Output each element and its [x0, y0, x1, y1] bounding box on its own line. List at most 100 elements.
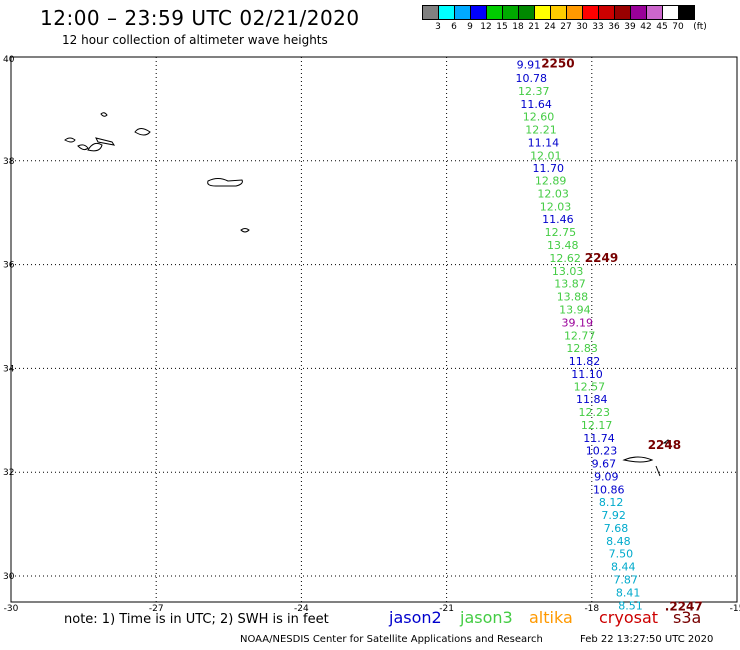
wave-height-value: 9.67: [592, 458, 617, 471]
scale-unit-label: (ft): [693, 22, 707, 32]
y-tick-label: 36: [3, 261, 15, 271]
x-tick-label: -27: [149, 604, 164, 614]
y-tick-label: 32: [3, 468, 14, 478]
wave-height-value: 8.12: [599, 496, 624, 509]
scale-tick-label: 70: [672, 22, 684, 32]
wave-height-value: 13.94: [559, 303, 591, 316]
wave-height-value: 8.51: [618, 599, 643, 612]
wave-height-value: 39.19: [562, 316, 594, 329]
y-tick-label: 38: [3, 157, 15, 167]
x-tick-label: -18: [584, 604, 599, 614]
map-frame: [10, 56, 738, 603]
wave-height-value: 12.57: [574, 381, 606, 394]
wave-height-value: 10.78: [516, 72, 548, 85]
wave-height-value: 9.91: [517, 58, 542, 71]
legend-altika: altika: [529, 608, 573, 627]
scale-tick-label: 12: [480, 22, 492, 32]
island-madeira-outline: [622, 456, 654, 463]
wave-height-value: 10.86: [593, 484, 625, 497]
wave-height-value: 12.17: [581, 419, 613, 432]
axis-tick-labels: -30 -27 -24 -21 -18 -15 40 38 36 34 32 30: [3, 55, 740, 614]
wave-height-value: 7.92: [601, 509, 626, 522]
pass-time-label: 2249: [585, 251, 618, 265]
scale-tick-label: 30: [576, 22, 588, 32]
wave-height-value: 11.46: [542, 213, 574, 226]
wave-height-value: 8.44: [611, 560, 636, 573]
scale-tick-label: 21: [528, 22, 540, 32]
wave-height-value: 13.03: [552, 265, 584, 278]
island-portosanto-outline: [662, 439, 671, 444]
footer-center: NOAA/NESDIS Center for Satellite Applica…: [240, 634, 543, 645]
map-subtitle: 12 hour collection of altimeter wave hei…: [62, 33, 328, 47]
legend-note: note: 1) Time is in UTC; 2) SWH is in fe…: [64, 612, 329, 627]
wave-height-value: 12.03: [537, 188, 569, 201]
wave-height-value: 11.74: [583, 432, 615, 445]
island-corvo-outline: [77, 144, 89, 151]
wave-height-value: 9.09: [594, 471, 619, 484]
wave-height-value: 12.62: [549, 252, 581, 265]
legend-cryosat: cryosat: [599, 608, 659, 627]
x-tick-label: -21: [439, 604, 454, 614]
lat-lon-grid: [11, 57, 737, 602]
wave-height-value: 7.87: [613, 573, 638, 586]
island-santamaria-outline: [240, 228, 250, 233]
island-terceira-outline: [134, 128, 151, 136]
scale-tick-label: 27: [560, 22, 572, 32]
pass-time-label: .2247: [665, 599, 703, 613]
scale-tick-label: 15: [496, 22, 508, 32]
scale-tick-label: 6: [451, 22, 457, 32]
wave-height-value: 12.23: [578, 406, 610, 419]
x-tick-label: -30: [4, 604, 19, 614]
wave-height-value: 12.21: [525, 123, 557, 136]
scale-tick-label: 36: [608, 22, 620, 32]
wave-height-value: 8.48: [606, 535, 631, 548]
island-graciosa-outline: [100, 112, 108, 117]
island-faial-outline: [95, 137, 116, 146]
scale-tick-label: 24: [544, 22, 556, 32]
island-saomiguel-outline: [207, 178, 243, 187]
wave-height-value: 11.64: [520, 98, 552, 111]
legend-jason3: jason3: [460, 608, 513, 627]
scale-tick-label: 45: [656, 22, 668, 32]
legend-s3a: s3a: [673, 608, 702, 627]
wave-height-value: 7.68: [604, 522, 629, 535]
wave-height-value: 13.88: [557, 290, 589, 303]
y-tick-label: 40: [3, 55, 15, 65]
wave-height-value: 12.60: [523, 110, 555, 123]
y-tick-label: 30: [3, 572, 15, 582]
wave-height-value: 11.14: [528, 136, 560, 149]
map-title: 12:00 – 23:59 UTC 02/21/2020: [40, 6, 360, 30]
wave-height-value: 13.87: [554, 277, 586, 290]
scale-swatch: [678, 5, 695, 20]
wave-height-value: 12.83: [566, 342, 598, 355]
x-tick-label: -24: [294, 604, 309, 614]
wave-height-value: 12.75: [545, 226, 577, 239]
pass-time-labels: 2250 2249 2248 .2247: [541, 56, 703, 613]
island-pico-outline: [87, 142, 103, 152]
wave-height-value: 12.01: [530, 149, 562, 162]
footer-timestamp: Feb 22 13:27:50 UTC 2020: [580, 634, 714, 645]
y-tick-label: 34: [3, 364, 15, 374]
pass-time-label: 2248: [648, 438, 681, 452]
color-scale-legend: [422, 5, 695, 20]
wave-height-value: 11.84: [576, 393, 608, 406]
scale-tick-label: 9: [467, 22, 473, 32]
wave-height-value: 12.77: [564, 329, 596, 342]
wave-height-value: 11.82: [569, 355, 601, 368]
wave-height-value: 7.50: [609, 547, 634, 560]
scale-tick-label: 18: [512, 22, 524, 32]
wave-height-value: 11.10: [571, 368, 603, 381]
wave-height-value: 13.48: [547, 239, 579, 252]
pass-time-label: 2250: [541, 56, 574, 70]
legend-jason2: jason2: [389, 608, 442, 627]
wave-height-value: 8.41: [616, 586, 641, 599]
scale-tick-label: 39: [624, 22, 636, 32]
wave-height-value: 10.23: [586, 445, 618, 458]
wave-height-value: 11.70: [532, 162, 564, 175]
scale-tick-label: 33: [592, 22, 604, 32]
wave-height-value: 12.37: [518, 85, 550, 98]
altimeter-points: 9.9110.7812.3711.6412.6012.2111.1412.011…: [516, 58, 643, 612]
scale-tick-label: 42: [640, 22, 652, 32]
island-desertas-outline: [655, 465, 661, 477]
